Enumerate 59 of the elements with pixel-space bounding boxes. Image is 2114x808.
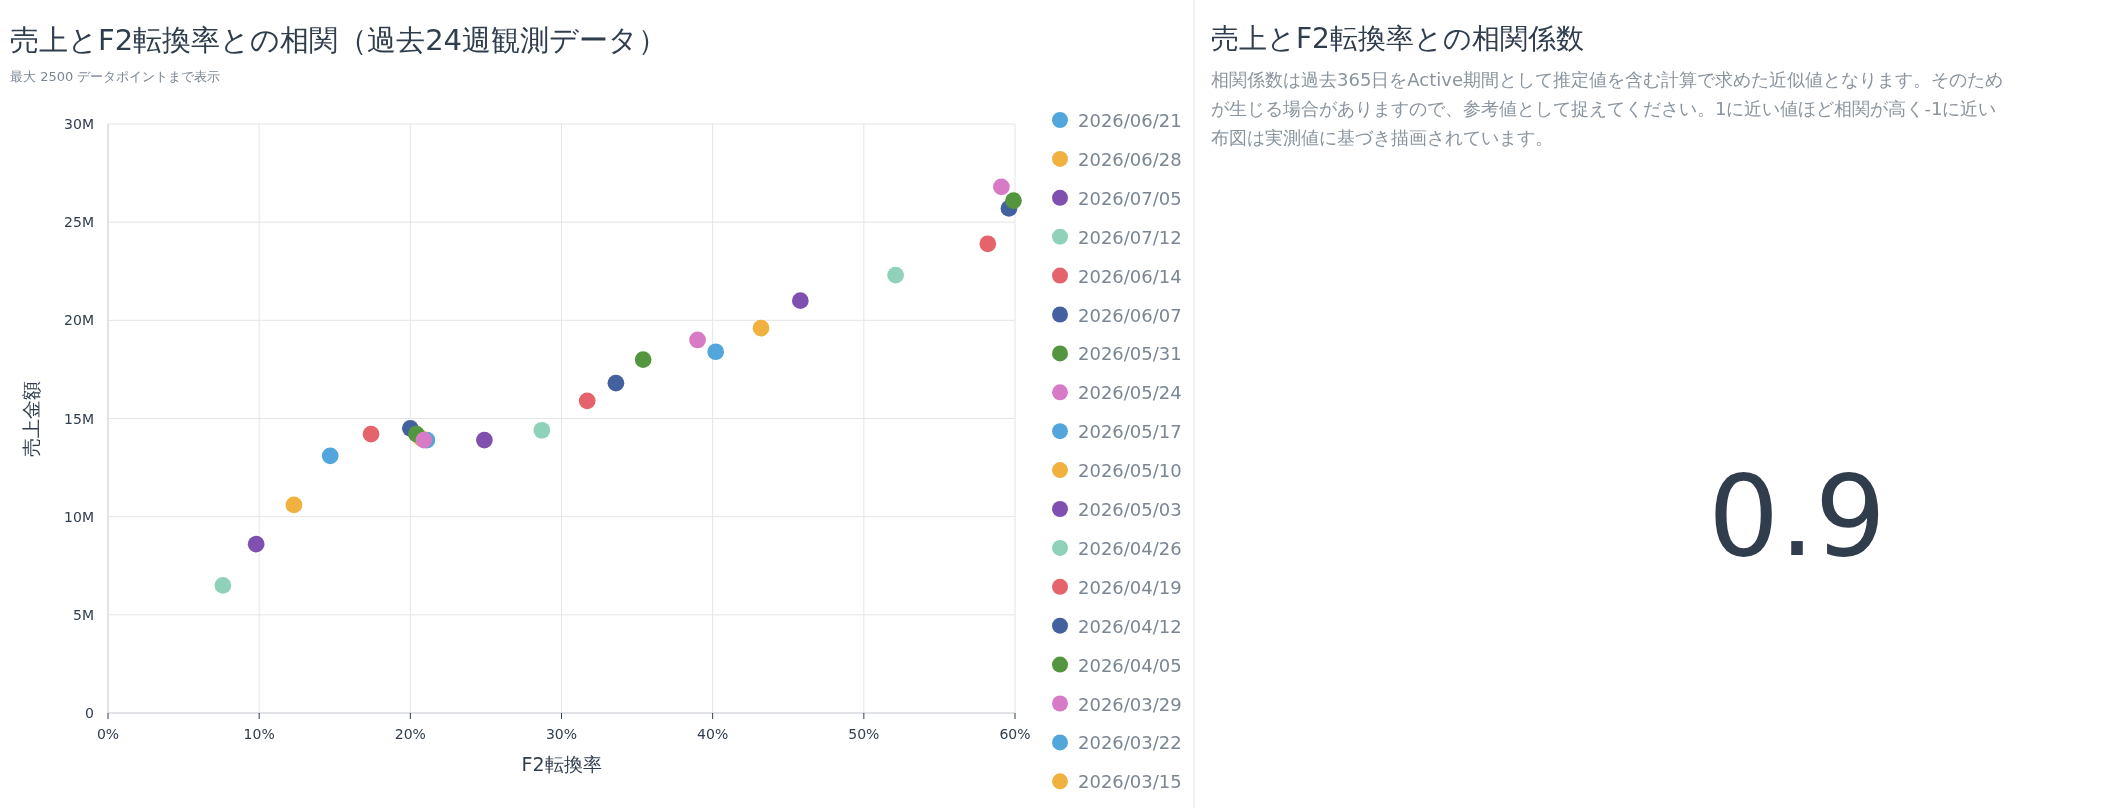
point [634,351,652,368]
legend-label: 2026/04/19 [1078,576,1182,598]
x-tick-label: 20% [394,726,426,742]
y-axis-title: 売上金額 [20,380,42,457]
legend-label: 2026/06/28 [1078,148,1182,170]
point [533,421,551,439]
point [689,331,706,349]
data-label: 0.9 [1707,451,1887,581]
text: 相関係数は過去365日をActive期間として推定値を含む計算で求めた近似値となります。そのため [1211,69,2004,90]
x-axis-title: F2転換率 [521,753,602,775]
chart-subtitle: 最大 2500 データポイントまで表示 [10,69,221,84]
legend-label: 2026/03/22 [1078,732,1182,754]
legend-label: 2026/05/10 [1078,460,1182,482]
point [578,392,596,410]
point [791,292,809,310]
y-tick-label: 15M [64,410,94,427]
legend-label: 2026/03/15 [1078,771,1182,793]
text: 布図は実測値に基づき描画されています。 [1211,127,1553,148]
x-tick-label: 30% [545,726,578,742]
y-tick-label: 30M [64,116,94,132]
point [887,266,904,284]
x-tick-label: 40% [697,726,729,742]
point [214,577,232,594]
point [979,235,997,253]
point [321,447,339,465]
legend-label: 2026/04/26 [1078,537,1182,559]
legend-label: 2026/07/05 [1078,187,1182,209]
text: が生じる場合がありますので、参考値として捉えてください。1に近い値ほど相関が高く-1に近い [1211,98,1997,119]
point [362,425,380,443]
x-tick-label: 60% [999,726,1031,742]
legend-label: 2026/07/12 [1078,226,1182,248]
legend-label: 2026/05/24 [1078,382,1182,404]
text: 売上とF2転換率との相関係数 [1211,22,1584,55]
legend-label: 2026/05/03 [1078,499,1182,520]
point [285,496,303,514]
point [707,343,725,361]
point [1005,192,1022,209]
legend-label: 2026/06/07 [1078,304,1182,326]
legend-label: 2026/06/21 [1078,110,1182,131]
y-tick-label: 25M [64,214,94,231]
point [752,319,770,337]
legend-label: 2026/03/29 [1078,693,1182,715]
legend-label: 2026/06/14 [1078,265,1182,287]
point [476,431,493,449]
legend-label: 2026/05/17 [1078,421,1182,443]
legend-label: 2026/05/31 [1078,343,1182,365]
x-tick-label: 10% [243,726,275,742]
legend-label: 2026/04/12 [1078,615,1182,637]
y-tick-label: 0 [85,705,94,721]
point [607,374,625,392]
y-tick-label: 5M [73,606,94,623]
legend-label: 2026/04/05 [1078,654,1182,676]
chart-title: 売上とF2転換率との相関（過去24週観測データ） [10,23,668,57]
y-tick-label: 20M [64,312,94,329]
x-tick-label: 0% [96,726,120,742]
point [993,178,1010,196]
y-tick-label: 10M [64,508,94,525]
point [247,535,265,553]
x-tick-label: 50% [848,726,880,742]
